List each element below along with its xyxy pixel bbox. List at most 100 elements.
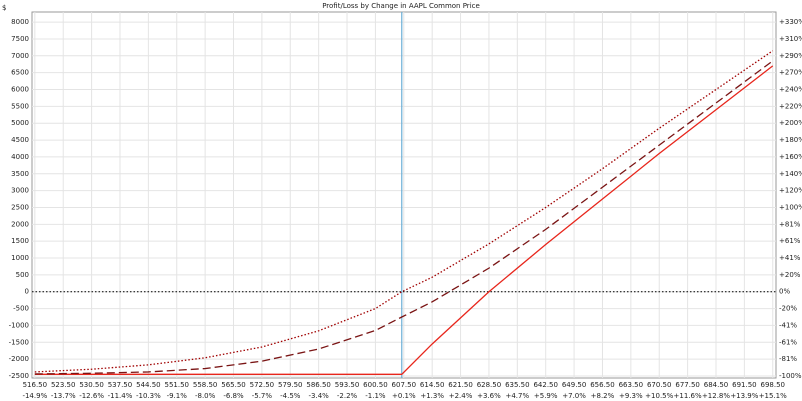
y2-tick-label: -20% (779, 305, 797, 313)
x-tick-label: 593.50 (335, 381, 360, 389)
x-tick-label: 621.50 (448, 381, 473, 389)
y-tick-label: 5500 (11, 102, 29, 110)
y2-tick-label: +100% (779, 203, 802, 211)
y2-tick-label: +240% (779, 86, 802, 94)
y2-tick-label: +41% (779, 254, 801, 262)
x-tick-label: 635.50 (505, 381, 530, 389)
x-tick-pct-label: -12.6% (79, 392, 104, 400)
y2-tick-label: +220% (779, 102, 802, 110)
y-tick-label: 5000 (11, 119, 29, 127)
x-tick-label: 586.50 (306, 381, 331, 389)
y-tick-label: 1500 (11, 237, 29, 245)
y2-tick-label: +330% (779, 18, 802, 26)
x-tick-pct-label: +13.9% (730, 392, 758, 400)
x-tick-pct-label: -5.7% (252, 392, 273, 400)
y2-tick-label: 0% (779, 288, 790, 296)
x-tick-pct-label: -6.8% (223, 392, 244, 400)
y-tick-label: 6000 (11, 86, 29, 94)
x-tick-pct-label: +2.4% (449, 392, 473, 400)
x-tick-label: 607.50 (392, 381, 417, 389)
y2-tick-label: -81% (779, 355, 797, 363)
x-tick-pct-label: +1.3% (420, 392, 444, 400)
x-tick-label: 530.50 (79, 381, 104, 389)
x-tick-label: 691.50 (732, 381, 757, 389)
x-tick-label: 649.50 (562, 381, 587, 389)
y2-tick-label: -100% (779, 372, 802, 380)
x-tick-label: 537.50 (108, 381, 133, 389)
y2-tick-label: +310% (779, 35, 802, 43)
x-tick-pct-label: +15.1% (759, 392, 787, 400)
x-tick-pct-label: +5.9% (534, 392, 558, 400)
x-tick-label: 677.50 (675, 381, 700, 389)
x-tick-label: 670.50 (647, 381, 672, 389)
y2-tick-label: +120% (779, 187, 802, 195)
y2-tick-label: +140% (779, 170, 802, 178)
y-tick-label: -1500 (9, 338, 29, 346)
y-tick-label: 4500 (11, 136, 29, 144)
x-tick-label: 642.50 (533, 381, 558, 389)
x-tick-pct-label: -3.4% (308, 392, 329, 400)
x-tick-pct-label: +0.1% (392, 392, 416, 400)
x-tick-pct-label: -1.1% (365, 392, 386, 400)
y-tick-label: -2500 (9, 372, 29, 380)
y-tick-label: 7500 (11, 35, 29, 43)
x-tick-label: 684.50 (704, 381, 729, 389)
x-tick-pct-label: +7.0% (562, 392, 586, 400)
x-tick-pct-label: +4.7% (505, 392, 529, 400)
x-tick-pct-label: +3.6% (477, 392, 501, 400)
y-axis-label: $ (2, 4, 6, 12)
y-tick-label: 2000 (11, 220, 29, 228)
x-tick-pct-label: +9.3% (619, 392, 643, 400)
x-tick-pct-label: -4.5% (280, 392, 301, 400)
y-tick-label: 6500 (11, 69, 29, 77)
y2-tick-label: +200% (779, 119, 802, 127)
x-tick-label: 551.50 (164, 381, 189, 389)
x-tick-pct-label: -2.2% (337, 392, 358, 400)
chart-title: Profit/Loss by Change in AAPL Common Pri… (322, 2, 480, 10)
y2-tick-label: +180% (779, 136, 802, 144)
x-tick-label: 558.50 (193, 381, 218, 389)
x-tick-pct-label: +12.8% (702, 392, 730, 400)
y-tick-label: 1000 (11, 254, 29, 262)
x-tick-pct-label: -10.3% (136, 392, 161, 400)
y-tick-label: 4000 (11, 153, 29, 161)
y2-tick-label: +290% (779, 52, 802, 60)
y-tick-label: 3000 (11, 187, 29, 195)
x-tick-label: 614.50 (420, 381, 445, 389)
x-tick-pct-label: +10.5% (645, 392, 673, 400)
x-tick-label: 656.50 (590, 381, 615, 389)
x-tick-label: 516.50 (23, 381, 48, 389)
x-tick-label: 698.50 (761, 381, 786, 389)
series-line (34, 60, 774, 375)
y2-tick-label: +20% (779, 271, 801, 279)
y-tick-label: 7000 (11, 52, 29, 60)
x-tick-label: 600.50 (363, 381, 388, 389)
y2-tick-label: +61% (779, 237, 801, 245)
x-tick-pct-label: +8.2% (591, 392, 615, 400)
y-tick-label: -500 (13, 305, 29, 313)
y-tick-label: -2000 (9, 355, 29, 363)
x-tick-pct-label: -8.0% (195, 392, 216, 400)
y-tick-label: 500 (16, 271, 29, 279)
y-tick-label: 0 (25, 288, 29, 296)
y-tick-label: -1000 (9, 321, 29, 329)
x-tick-pct-label: -11.4% (108, 392, 133, 400)
y2-tick-label: -41% (779, 321, 797, 329)
y-tick-label: 2500 (11, 203, 29, 211)
x-tick-label: 544.50 (136, 381, 161, 389)
x-tick-pct-label: -9.1% (167, 392, 188, 400)
x-tick-label: 628.50 (477, 381, 502, 389)
x-tick-pct-label: -13.7% (51, 392, 76, 400)
series-line (34, 50, 774, 373)
x-tick-label: 572.50 (250, 381, 275, 389)
y-tick-label: 8000 (11, 18, 29, 26)
x-tick-label: 565.50 (221, 381, 246, 389)
y2-tick-label: -61% (779, 338, 797, 346)
y2-tick-label: +160% (779, 153, 802, 161)
x-tick-pct-label: -14.9% (22, 392, 47, 400)
x-tick-label: 663.50 (619, 381, 644, 389)
x-tick-label: 579.50 (278, 381, 303, 389)
y2-tick-label: +81% (779, 220, 801, 228)
